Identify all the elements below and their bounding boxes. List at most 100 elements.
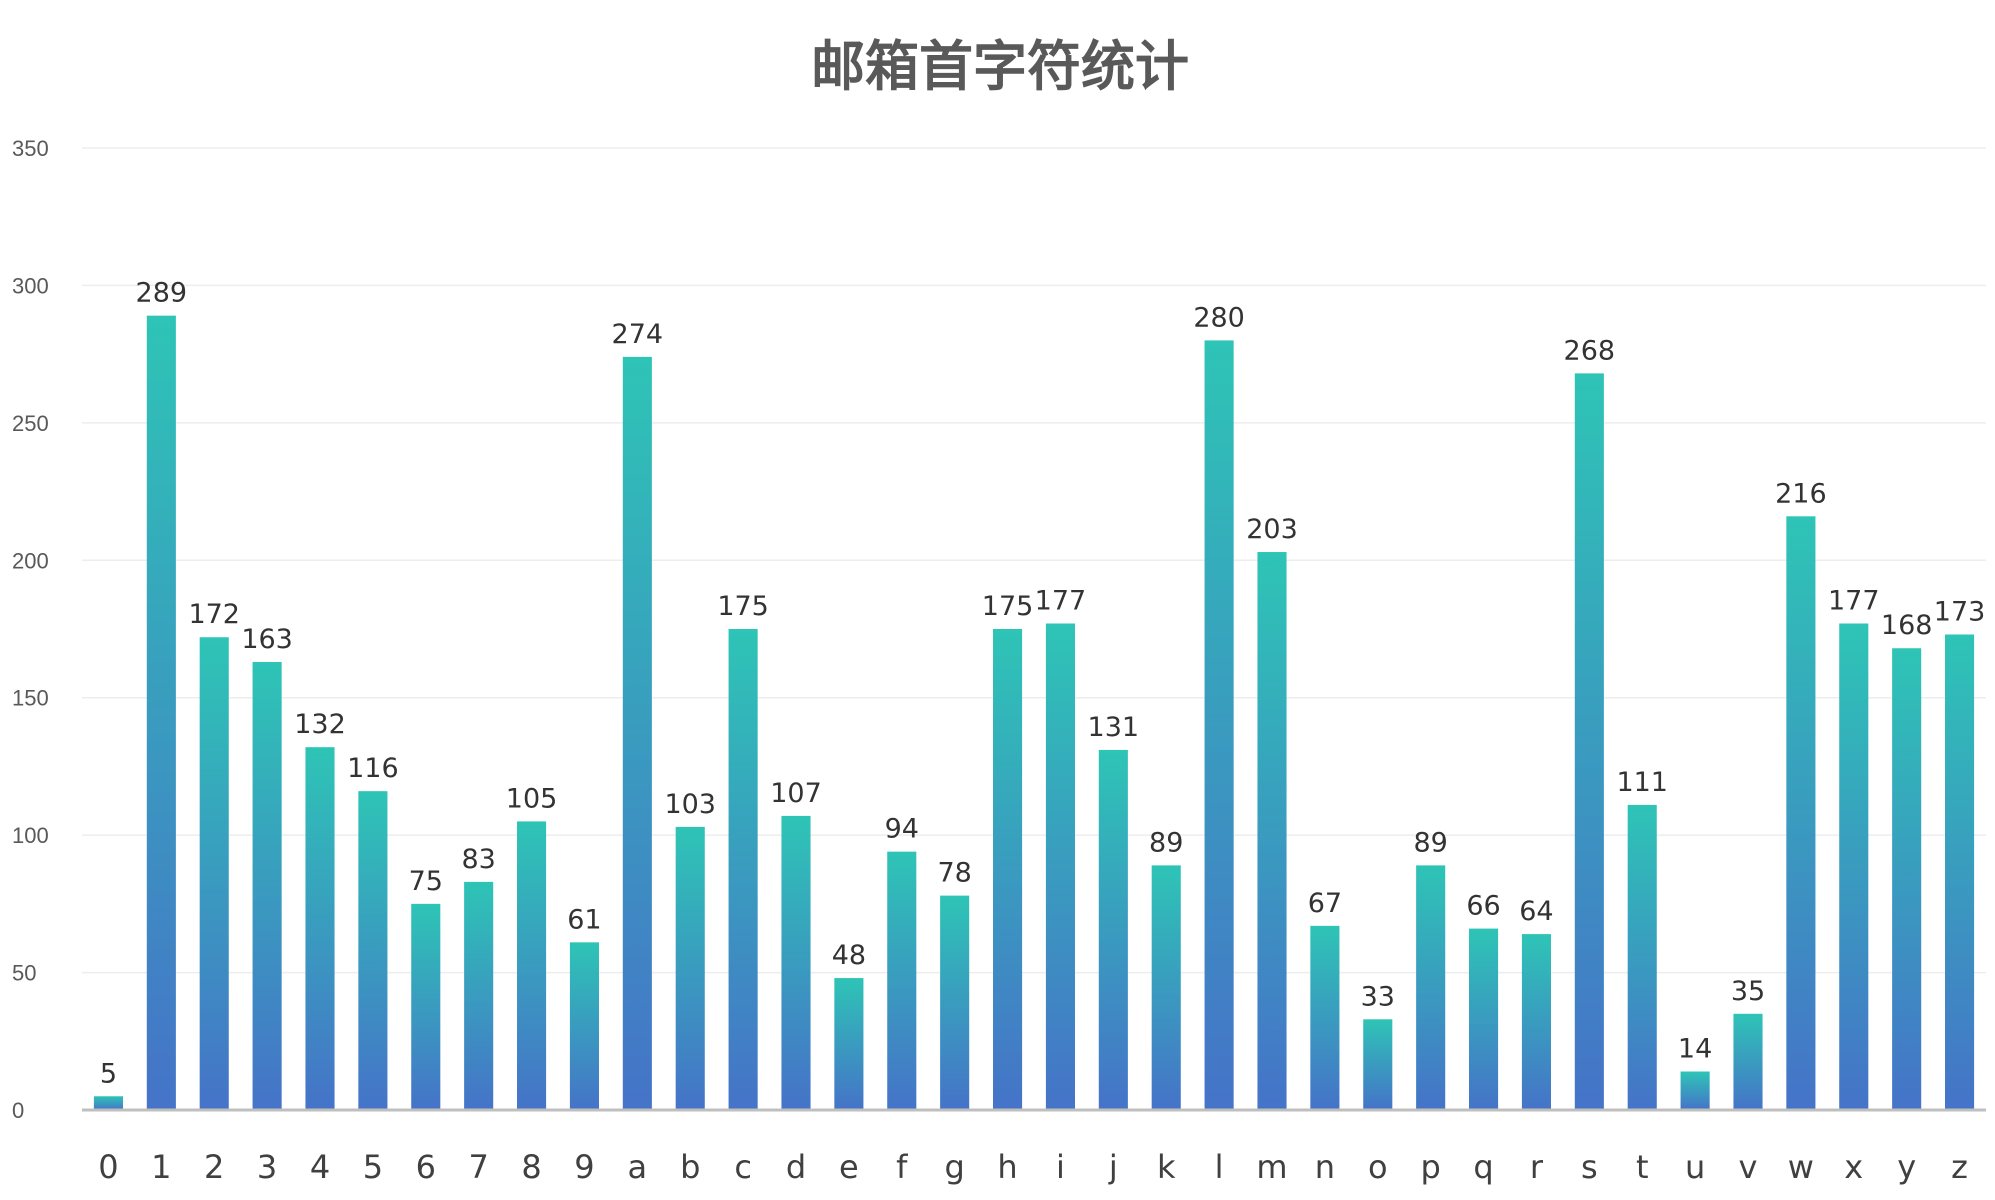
y-tick-label: 250 <box>12 411 49 436</box>
data-label: 5 <box>100 1058 117 1089</box>
data-label: 75 <box>409 866 443 897</box>
y-tick-label: 150 <box>12 686 49 711</box>
bar-o <box>1363 1019 1393 1110</box>
x-tick-label: h <box>997 1148 1017 1186</box>
x-tick-label: n <box>1315 1148 1335 1186</box>
bar-d <box>781 815 811 1110</box>
bar-g <box>940 895 970 1110</box>
x-tick-label: 7 <box>468 1148 488 1186</box>
data-label: 94 <box>885 814 919 845</box>
data-label: 83 <box>461 844 495 875</box>
data-label: 177 <box>1828 586 1880 617</box>
bar-z <box>1945 634 1975 1110</box>
data-label: 177 <box>1035 586 1087 617</box>
data-label: 33 <box>1361 981 1395 1012</box>
data-label: 48 <box>832 940 866 971</box>
bar-r <box>1521 934 1551 1110</box>
bar-8 <box>517 821 547 1110</box>
data-label: 35 <box>1731 976 1765 1007</box>
data-label: 163 <box>241 624 293 655</box>
x-tick-label: r <box>1530 1148 1544 1186</box>
bar-x <box>1839 623 1869 1110</box>
bar-k <box>1151 865 1181 1110</box>
chart-title: 邮箱首字符统计 <box>811 35 1189 98</box>
data-label: 175 <box>717 591 769 622</box>
x-tick-label: e <box>839 1148 859 1186</box>
bar-e <box>834 978 864 1110</box>
x-tick-label: v <box>1739 1148 1758 1186</box>
x-tick-label: i <box>1056 1148 1065 1186</box>
x-tick-label: f <box>896 1148 908 1186</box>
data-label: 173 <box>1934 596 1986 627</box>
x-tick-label: 4 <box>310 1148 330 1186</box>
data-label: 66 <box>1466 891 1500 922</box>
bar-s <box>1574 373 1604 1111</box>
data-label: 116 <box>347 753 399 784</box>
bar-c <box>728 629 758 1110</box>
bar-a <box>622 356 652 1110</box>
data-label: 168 <box>1881 610 1933 641</box>
bar-v <box>1733 1013 1763 1110</box>
x-tick-label: w <box>1788 1148 1814 1186</box>
data-label: 61 <box>567 904 601 935</box>
bar-1 <box>146 315 176 1111</box>
bar-9 <box>569 942 599 1110</box>
bar-t <box>1627 804 1657 1110</box>
x-tick-label: y <box>1897 1148 1916 1186</box>
x-tick-label: s <box>1581 1148 1598 1186</box>
data-label: 216 <box>1775 478 1827 509</box>
bar-h <box>993 629 1023 1110</box>
x-tick-label: m <box>1256 1148 1287 1186</box>
y-tick-label: 50 <box>12 961 36 986</box>
bar-m <box>1257 552 1287 1110</box>
x-tick-label: b <box>680 1148 700 1186</box>
data-label: 64 <box>1519 896 1553 927</box>
data-label: 105 <box>506 783 558 814</box>
x-tick-label: 1 <box>151 1148 171 1186</box>
y-tick-label: 200 <box>12 548 49 573</box>
y-tick-label: 100 <box>12 823 49 848</box>
data-label: 89 <box>1413 827 1447 858</box>
data-label: 111 <box>1616 767 1668 798</box>
y-tick-label: 300 <box>12 273 49 298</box>
y-tick-label: 350 <box>12 136 49 161</box>
x-tick-label: t <box>1636 1148 1649 1186</box>
bar-n <box>1310 925 1340 1110</box>
x-tick-label: c <box>734 1148 752 1186</box>
bar-f <box>887 851 917 1110</box>
bar-p <box>1416 865 1446 1110</box>
bar-l <box>1204 340 1234 1110</box>
data-label: 268 <box>1564 335 1616 366</box>
x-tick-label: x <box>1844 1148 1863 1186</box>
bar-5 <box>358 791 388 1110</box>
bar-q <box>1469 928 1499 1110</box>
data-label: 131 <box>1088 712 1140 743</box>
x-tick-label: 0 <box>98 1148 118 1186</box>
x-tick-label: p <box>1421 1148 1441 1186</box>
x-tick-label: 2 <box>204 1148 224 1186</box>
y-tick-label: 0 <box>12 1098 24 1123</box>
data-label: 14 <box>1678 1034 1712 1065</box>
data-label: 289 <box>136 278 188 309</box>
data-label: 103 <box>664 789 716 820</box>
x-tick-label: a <box>628 1148 648 1186</box>
bar-y <box>1892 648 1922 1110</box>
x-tick-label: d <box>786 1148 806 1186</box>
x-tick-label: o <box>1368 1148 1388 1186</box>
data-label: 175 <box>982 591 1034 622</box>
x-tick-label: u <box>1685 1148 1705 1186</box>
x-tick-label: q <box>1473 1148 1493 1186</box>
bar-u <box>1680 1071 1710 1110</box>
data-label: 107 <box>770 778 822 809</box>
bar-w <box>1786 516 1816 1110</box>
bar-4 <box>305 747 335 1110</box>
bar-j <box>1098 749 1128 1110</box>
bar-0 <box>93 1096 123 1110</box>
bar-3 <box>252 661 282 1110</box>
x-tick-label: l <box>1215 1148 1224 1186</box>
data-label: 203 <box>1246 514 1298 545</box>
x-tick-label: 9 <box>574 1148 594 1186</box>
x-tick-label: 6 <box>416 1148 436 1186</box>
x-tick-label: g <box>945 1148 965 1186</box>
